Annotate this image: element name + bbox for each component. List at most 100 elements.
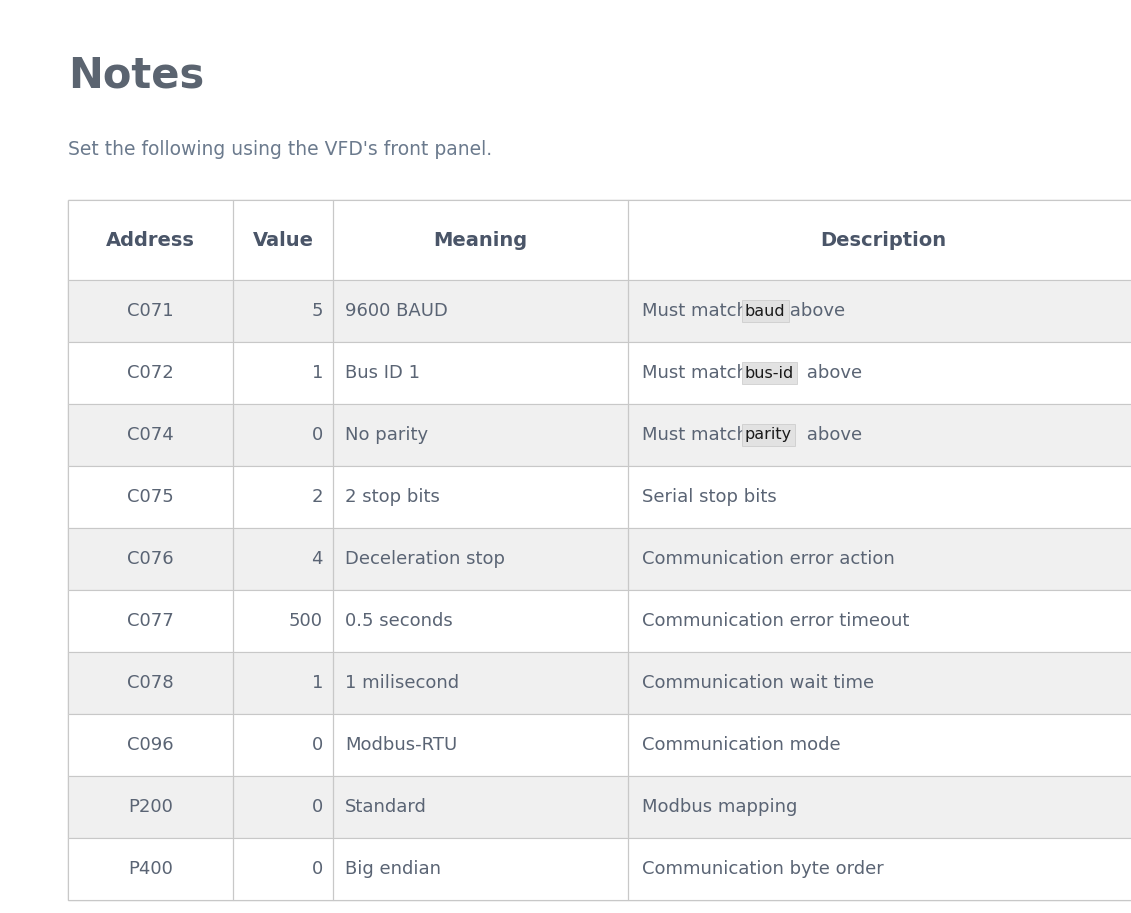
- Text: Communication byte order: Communication byte order: [642, 860, 883, 878]
- Bar: [233, 714, 333, 776]
- Text: 1: 1: [312, 364, 323, 382]
- Bar: [68, 466, 233, 528]
- Bar: [628, 342, 1131, 404]
- Text: P400: P400: [128, 860, 173, 878]
- Text: above: above: [784, 302, 845, 320]
- Bar: [68, 280, 233, 342]
- Text: 1 milisecond: 1 milisecond: [345, 674, 459, 692]
- Text: 0: 0: [312, 736, 323, 754]
- Text: Deceleration stop: Deceleration stop: [345, 550, 506, 568]
- Bar: [628, 590, 1131, 652]
- Text: 1: 1: [312, 674, 323, 692]
- Bar: [68, 200, 1131, 280]
- Text: C076: C076: [127, 550, 174, 568]
- Bar: [68, 838, 1131, 900]
- Text: 500: 500: [290, 612, 323, 630]
- Text: C096: C096: [127, 736, 174, 754]
- Bar: [68, 652, 1131, 714]
- Bar: [68, 590, 1131, 652]
- Bar: [628, 652, 1131, 714]
- Bar: [233, 776, 333, 838]
- Bar: [333, 280, 628, 342]
- Bar: [333, 466, 628, 528]
- Bar: [68, 652, 233, 714]
- Bar: [233, 280, 333, 342]
- Text: No parity: No parity: [345, 426, 429, 444]
- Bar: [628, 200, 1131, 280]
- Text: parity: parity: [745, 427, 792, 443]
- Bar: [233, 404, 333, 466]
- Text: Set the following using the VFD's front panel.: Set the following using the VFD's front …: [68, 140, 492, 159]
- Text: Communication mode: Communication mode: [642, 736, 840, 754]
- Text: Notes: Notes: [68, 55, 205, 97]
- Bar: [233, 590, 333, 652]
- Bar: [233, 466, 333, 528]
- Bar: [68, 714, 233, 776]
- Text: C077: C077: [127, 612, 174, 630]
- Bar: [628, 838, 1131, 900]
- Text: Address: Address: [106, 230, 195, 249]
- Bar: [333, 404, 628, 466]
- Text: Big endian: Big endian: [345, 860, 441, 878]
- Text: Description: Description: [820, 230, 946, 249]
- Text: Standard: Standard: [345, 798, 426, 816]
- Text: 0: 0: [312, 426, 323, 444]
- Bar: [68, 528, 233, 590]
- Text: Communication error timeout: Communication error timeout: [642, 612, 909, 630]
- Text: 0.5 seconds: 0.5 seconds: [345, 612, 452, 630]
- Bar: [333, 200, 628, 280]
- Bar: [333, 528, 628, 590]
- Bar: [333, 590, 628, 652]
- Text: above: above: [801, 426, 862, 444]
- Bar: [628, 466, 1131, 528]
- Bar: [333, 838, 628, 900]
- Text: Communication error action: Communication error action: [642, 550, 895, 568]
- Bar: [68, 280, 1131, 342]
- Bar: [628, 280, 1131, 342]
- Bar: [233, 838, 333, 900]
- Text: Value: Value: [252, 230, 313, 249]
- Text: C075: C075: [127, 488, 174, 506]
- Bar: [68, 590, 233, 652]
- Text: Modbus-RTU: Modbus-RTU: [345, 736, 457, 754]
- Bar: [333, 776, 628, 838]
- Text: 9600 BAUD: 9600 BAUD: [345, 302, 448, 320]
- Bar: [68, 838, 233, 900]
- Bar: [628, 404, 1131, 466]
- Text: above: above: [801, 364, 862, 382]
- Bar: [68, 466, 1131, 528]
- Text: P200: P200: [128, 798, 173, 816]
- Bar: [68, 528, 1131, 590]
- Bar: [68, 404, 1131, 466]
- Text: 2 stop bits: 2 stop bits: [345, 488, 440, 506]
- Text: Communication wait time: Communication wait time: [642, 674, 874, 692]
- Bar: [68, 404, 233, 466]
- Bar: [68, 200, 1131, 900]
- Text: baud: baud: [745, 303, 786, 319]
- Text: Bus ID 1: Bus ID 1: [345, 364, 420, 382]
- Text: bus-id: bus-id: [745, 365, 794, 381]
- Bar: [233, 652, 333, 714]
- Bar: [628, 714, 1131, 776]
- Text: 2: 2: [311, 488, 323, 506]
- Text: Must match: Must match: [642, 302, 753, 320]
- Text: C074: C074: [127, 426, 174, 444]
- Text: 4: 4: [311, 550, 323, 568]
- Bar: [233, 342, 333, 404]
- Text: C072: C072: [127, 364, 174, 382]
- Text: Modbus mapping: Modbus mapping: [642, 798, 797, 816]
- Bar: [68, 714, 1131, 776]
- Text: C078: C078: [127, 674, 174, 692]
- Text: 5: 5: [311, 302, 323, 320]
- Bar: [68, 776, 233, 838]
- Bar: [333, 652, 628, 714]
- Text: Must match: Must match: [642, 426, 753, 444]
- Text: C071: C071: [127, 302, 174, 320]
- Bar: [68, 342, 233, 404]
- Bar: [68, 776, 1131, 838]
- Text: Meaning: Meaning: [433, 230, 527, 249]
- Text: Serial stop bits: Serial stop bits: [642, 488, 777, 506]
- Bar: [628, 528, 1131, 590]
- Text: Must match: Must match: [642, 364, 753, 382]
- Bar: [68, 200, 233, 280]
